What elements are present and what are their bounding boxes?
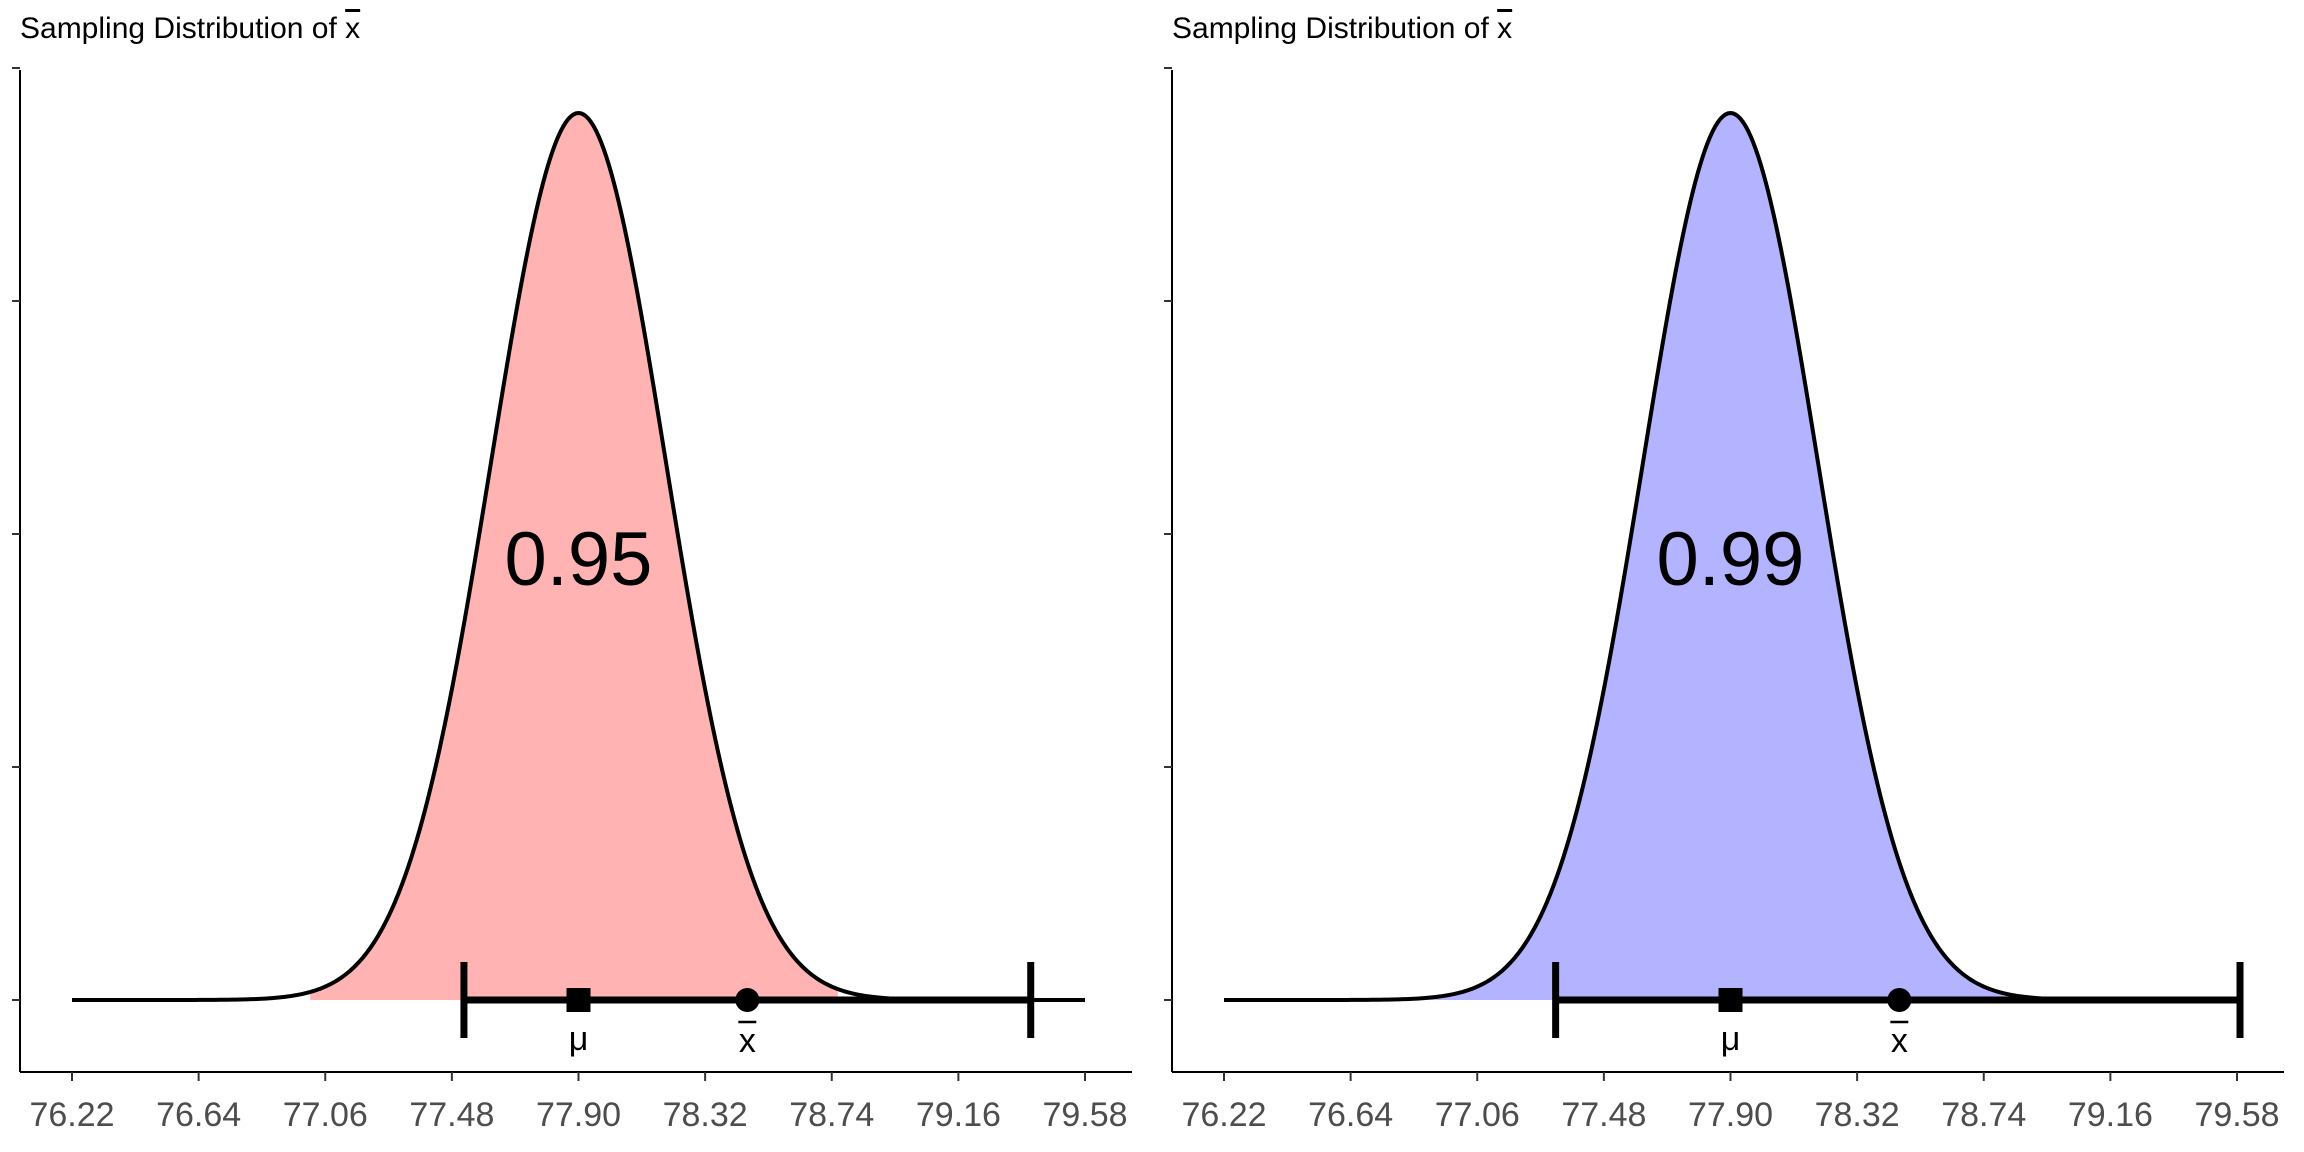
x-tick-label: 79.16 xyxy=(2068,1096,2153,1134)
x-tick-label: 77.48 xyxy=(409,1096,494,1134)
x-tick-label: 78.74 xyxy=(1941,1096,2026,1134)
chart-panel-left: Sampling Distribution of x 76.22 76.64 77.… xyxy=(12,12,1132,1134)
area-probability-label: 0.95 xyxy=(505,517,653,602)
shaded-area xyxy=(1383,113,2078,1000)
x-tick-label: 79.16 xyxy=(916,1096,1001,1134)
xbar-label: x xyxy=(739,1022,756,1060)
x-tick-label: 76.64 xyxy=(1308,1096,1393,1134)
x-tick-label: 76.22 xyxy=(29,1096,114,1134)
xbar-label: x xyxy=(1891,1022,1908,1060)
chart-svg: 76.22 76.64 77.06 77.48 77.90 78.32 78.74 79.16… xyxy=(1164,67,2284,1134)
chart-title: Sampling Distribution of x xyxy=(20,12,361,45)
x-tick-label: 76.22 xyxy=(1181,1096,1266,1134)
x-tick-label: 77.06 xyxy=(1435,1096,1520,1134)
x-tick-label: 78.32 xyxy=(663,1096,748,1134)
chart-panel-right: Sampling Distribution of x 76.22 76.64 77.… xyxy=(1152,0,2304,1152)
x-tick-label: 77.06 xyxy=(283,1096,368,1134)
shaded-area xyxy=(310,113,838,1000)
mu-marker xyxy=(566,988,591,1012)
mu-label: μ xyxy=(1721,1020,1741,1058)
xbar-marker xyxy=(1887,988,1912,1012)
x-tick-label: 78.74 xyxy=(789,1096,874,1134)
chart-svg: 76.22 76.64 77.06 77.48 77.90 78.32 78.74 79.16… xyxy=(12,67,1132,1134)
x-tick-label: 76.64 xyxy=(156,1096,241,1134)
mu-label: μ xyxy=(569,1020,589,1058)
x-tick-label: 78.32 xyxy=(1815,1096,1900,1134)
x-tick-label: 79.58 xyxy=(2194,1096,2279,1134)
x-tick-label: 77.48 xyxy=(1561,1096,1646,1134)
mu-marker xyxy=(1718,988,1743,1012)
xbar-marker xyxy=(735,988,760,1012)
x-tick-label: 77.90 xyxy=(1688,1096,1773,1134)
x-tick-label: 79.58 xyxy=(1042,1096,1127,1134)
area-probability-label: 0.99 xyxy=(1657,517,1805,602)
chart-title: Sampling Distribution of x xyxy=(1172,12,1513,45)
x-tick-label: 77.90 xyxy=(536,1096,621,1134)
